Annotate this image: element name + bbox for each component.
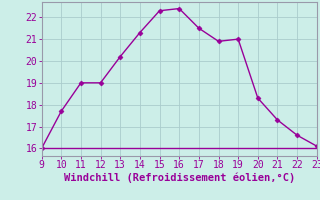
X-axis label: Windchill (Refroidissement éolien,°C): Windchill (Refroidissement éolien,°C) <box>64 173 295 183</box>
